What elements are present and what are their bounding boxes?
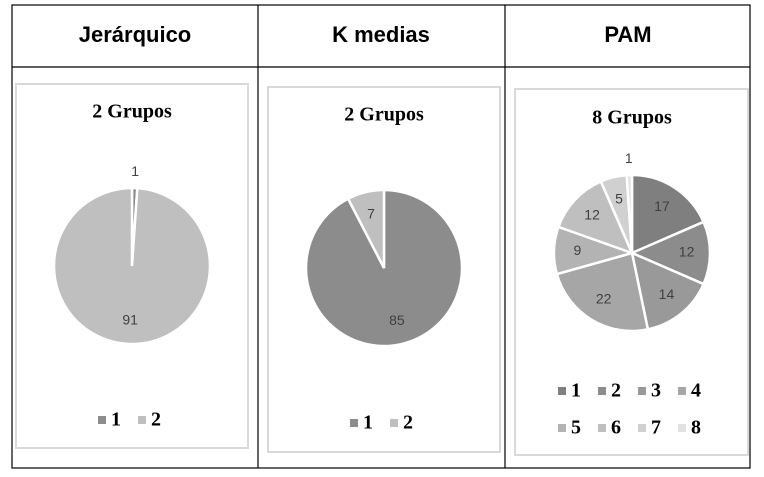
legend-label: 1 xyxy=(571,380,581,402)
data-label: 1 xyxy=(625,150,633,166)
chart-title: 8 Grupos xyxy=(592,107,672,129)
data-label: 5 xyxy=(615,191,623,207)
pie-slice xyxy=(625,173,634,254)
pie-slice xyxy=(555,251,650,333)
legend-swatch xyxy=(390,419,398,427)
legend-swatch xyxy=(638,424,646,432)
data-label: 85 xyxy=(389,312,405,328)
legend-label: 2 xyxy=(151,409,161,431)
data-label: 17 xyxy=(654,198,670,214)
data-label: 7 xyxy=(367,206,375,222)
legend-swatch xyxy=(678,424,686,432)
legend-label: 7 xyxy=(651,417,661,439)
column-header: Jerárquico xyxy=(79,22,192,47)
data-label: 91 xyxy=(122,311,138,327)
legend-label: 1 xyxy=(363,412,373,434)
data-label: 9 xyxy=(574,242,582,258)
chart-title: 2 Grupos xyxy=(92,101,172,123)
legend-swatch xyxy=(678,387,686,395)
data-label: 14 xyxy=(659,286,675,302)
data-label: 22 xyxy=(596,290,612,306)
legend-label: 8 xyxy=(691,417,701,439)
legend-swatch xyxy=(350,419,358,427)
legend-swatch xyxy=(598,424,606,432)
pie-slice xyxy=(630,250,706,331)
table-border xyxy=(11,4,751,469)
legend-swatch xyxy=(598,387,606,395)
data-label: 1 xyxy=(131,163,139,179)
column-header: K medias xyxy=(332,22,430,47)
pie-slice xyxy=(346,188,386,269)
legend-label: 1 xyxy=(111,409,121,431)
legend-swatch xyxy=(558,424,566,432)
legend-swatch xyxy=(138,416,146,424)
legend-swatch xyxy=(638,387,646,395)
data-label: 12 xyxy=(584,206,600,222)
legend-label: 2 xyxy=(611,380,621,402)
data-label: 12 xyxy=(679,244,695,260)
column-header: PAM xyxy=(604,22,651,47)
pie-slice xyxy=(630,173,706,255)
pie-slice xyxy=(52,186,212,346)
legend-label: 2 xyxy=(403,412,413,434)
legend-label: 3 xyxy=(651,380,661,402)
legend-label: 5 xyxy=(571,417,581,439)
legend-swatch xyxy=(558,387,566,395)
chart-title: 2 Grupos xyxy=(344,104,424,126)
legend-label: 6 xyxy=(611,417,621,439)
legend-swatch xyxy=(98,416,106,424)
legend-label: 4 xyxy=(691,380,701,402)
